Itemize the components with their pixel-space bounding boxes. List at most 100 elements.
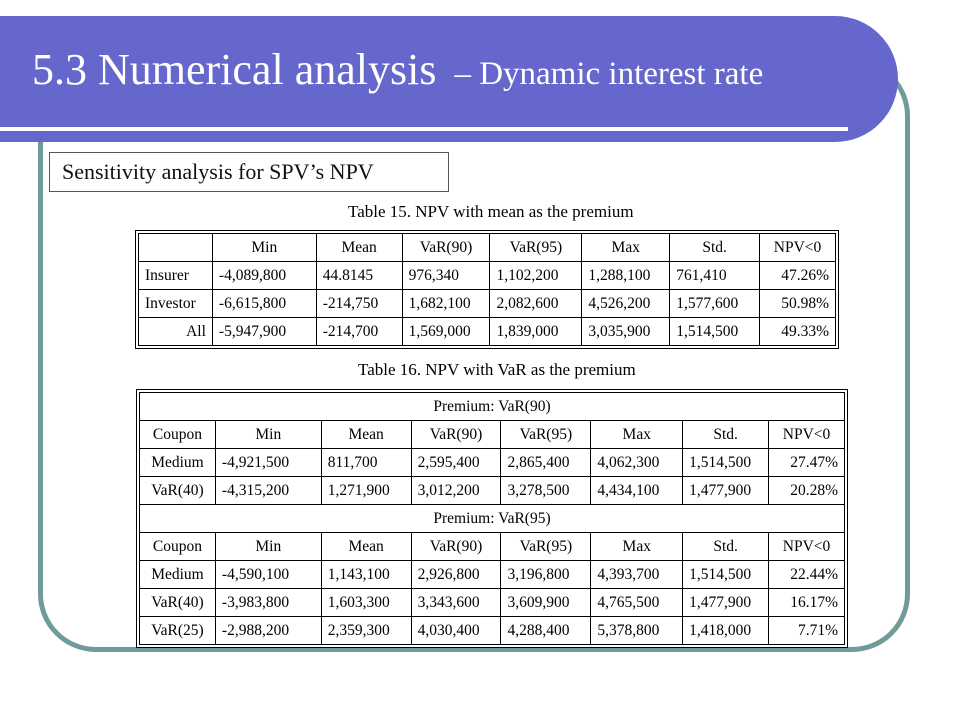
- table-cell: -2,988,200: [214, 616, 322, 645]
- table-cell: 2,926,800: [410, 560, 502, 589]
- table16-caption: Table 16. NPV with VaR as the premium: [358, 360, 636, 379]
- table-row: VaR(40) -3,983,800 1,603,300 3,343,600 3,609…: [139, 588, 845, 617]
- table-cell: 3,196,800: [500, 560, 592, 589]
- row-label: Medium: [139, 448, 216, 477]
- table-cell: 3,343,600: [410, 588, 502, 617]
- table-cell: 2,082,600: [489, 289, 583, 318]
- table-cell: 3,609,900: [500, 588, 592, 617]
- table-header-row: Coupon Min Mean VaR(90) VaR(95) Max Std. NPV<0: [139, 532, 845, 561]
- column-header: Mean: [320, 532, 412, 561]
- table-cell: 1,514,500: [669, 317, 761, 346]
- column-header: Std.: [682, 532, 770, 561]
- table15: Min Mean VaR(90) VaR(95) Max Std. NPV<0 Insurer…: [135, 230, 839, 349]
- table-row: VaR(40) -4,315,200 1,271,900 3,012,200 3,278…: [139, 476, 845, 505]
- table-cell: 4,288,400: [500, 616, 592, 645]
- table-cell: -5,947,900: [211, 317, 317, 346]
- table-cell: -214,700: [315, 317, 403, 346]
- table-cell: 1,477,900: [682, 476, 770, 505]
- section-header: Premium: VaR(90): [139, 392, 845, 421]
- column-header: Std.: [669, 233, 761, 262]
- column-header: Max: [581, 233, 671, 262]
- table-cell: -214,750: [315, 289, 403, 318]
- table-row: VaR(25) -2,988,200 2,359,300 4,030,400 4,288…: [139, 616, 845, 645]
- column-header: NPV<0: [759, 233, 836, 262]
- table-cell: -4,315,200: [214, 476, 322, 505]
- table-cell: -6,615,800: [211, 289, 317, 318]
- table-row: Investor -6,615,800 -214,750 1,682,100 2,082…: [138, 289, 836, 318]
- row-label: VaR(40): [139, 476, 216, 505]
- table-cell: 4,434,100: [590, 476, 684, 505]
- table-cell: 4,062,300: [590, 448, 684, 477]
- row-label: VaR(40): [139, 588, 216, 617]
- table-cell: 976,340: [401, 261, 491, 290]
- table-cell: 4,765,500: [590, 588, 684, 617]
- column-header: [138, 233, 213, 262]
- table-cell: 1,514,500: [682, 448, 770, 477]
- row-label: All: [138, 317, 213, 346]
- table-cell: 4,030,400: [410, 616, 502, 645]
- subtitle-box: Sensitivity analysis for SPV’s NPV: [49, 152, 449, 192]
- table-cell: 49.33%: [759, 317, 836, 346]
- table-cell: 44.8145: [315, 261, 403, 290]
- column-header: NPV<0: [768, 420, 845, 449]
- column-header: Max: [590, 532, 684, 561]
- column-header: Mean: [320, 420, 412, 449]
- table-header-row: Coupon Min Mean VaR(90) VaR(95) Max Std. NPV<0: [139, 420, 845, 449]
- table-cell: -3,983,800: [214, 588, 322, 617]
- table-cell: 4,526,200: [581, 289, 671, 318]
- slide-title-sub: – Dynamic interest rate: [454, 56, 764, 92]
- table-cell: -4,921,500: [214, 448, 322, 477]
- row-label: Investor: [138, 289, 213, 318]
- column-header: Coupon: [139, 532, 216, 561]
- table-header-row: Min Mean VaR(90) VaR(95) Max Std. NPV<0: [138, 233, 836, 262]
- slide-title-main: 5.3 Numerical analysis: [32, 45, 437, 94]
- table-cell: 1,839,000: [489, 317, 583, 346]
- row-label: Medium: [139, 560, 216, 589]
- table-row: Medium -4,590,100 1,143,100 2,926,800 3,196,…: [139, 560, 845, 589]
- section-header: Premium: VaR(95): [139, 504, 845, 533]
- title-bar: [0, 16, 898, 142]
- table-cell: 2,595,400: [410, 448, 502, 477]
- column-header: Std.: [682, 420, 770, 449]
- table-cell: 1,271,900: [320, 476, 412, 505]
- column-header: VaR(95): [500, 532, 592, 561]
- table-cell: 20.28%: [768, 476, 845, 505]
- table-cell: 50.98%: [759, 289, 836, 318]
- table-cell: -4,590,100: [214, 560, 322, 589]
- section-header-row: Premium: VaR(95): [139, 504, 845, 533]
- slide-title: 5.3 Numerical analysis – Dynamic interest…: [32, 44, 763, 95]
- table-cell: -4,089,800: [211, 261, 317, 290]
- column-header: Min: [214, 532, 322, 561]
- table-cell: 22.44%: [768, 560, 845, 589]
- table-cell: 1,288,100: [581, 261, 671, 290]
- column-header: Max: [590, 420, 684, 449]
- column-header: Mean: [315, 233, 403, 262]
- table-cell: 47.26%: [759, 261, 836, 290]
- table-cell: 7.71%: [768, 616, 845, 645]
- column-header: VaR(90): [410, 532, 502, 561]
- table-row: All -5,947,900 -214,700 1,569,000 1,839,000 3…: [138, 317, 836, 346]
- table-cell: 2,865,400: [500, 448, 592, 477]
- column-header: VaR(90): [410, 420, 502, 449]
- table-row: Medium -4,921,500 811,700 2,595,400 2,865,40…: [139, 448, 845, 477]
- table-cell: 3,278,500: [500, 476, 592, 505]
- table-cell: 3,035,900: [581, 317, 671, 346]
- table-cell: 1,603,300: [320, 588, 412, 617]
- table-cell: 1,577,600: [669, 289, 761, 318]
- table-cell: 5,378,800: [590, 616, 684, 645]
- table-cell: 1,102,200: [489, 261, 583, 290]
- table-cell: 16.17%: [768, 588, 845, 617]
- table-cell: 761,410: [669, 261, 761, 290]
- table-cell: 1,418,000: [682, 616, 770, 645]
- table-cell: 1,569,000: [401, 317, 491, 346]
- column-header: VaR(95): [500, 420, 592, 449]
- table15-caption: Table 15. NPV with mean as the premium: [348, 202, 634, 221]
- column-header: NPV<0: [768, 532, 845, 561]
- column-header: VaR(90): [401, 233, 491, 262]
- table-cell: 811,700: [320, 448, 412, 477]
- column-header: Min: [214, 420, 322, 449]
- table-cell: 1,514,500: [682, 560, 770, 589]
- column-header: Min: [211, 233, 317, 262]
- table-cell: 1,143,100: [320, 560, 412, 589]
- table-cell: 4,393,700: [590, 560, 684, 589]
